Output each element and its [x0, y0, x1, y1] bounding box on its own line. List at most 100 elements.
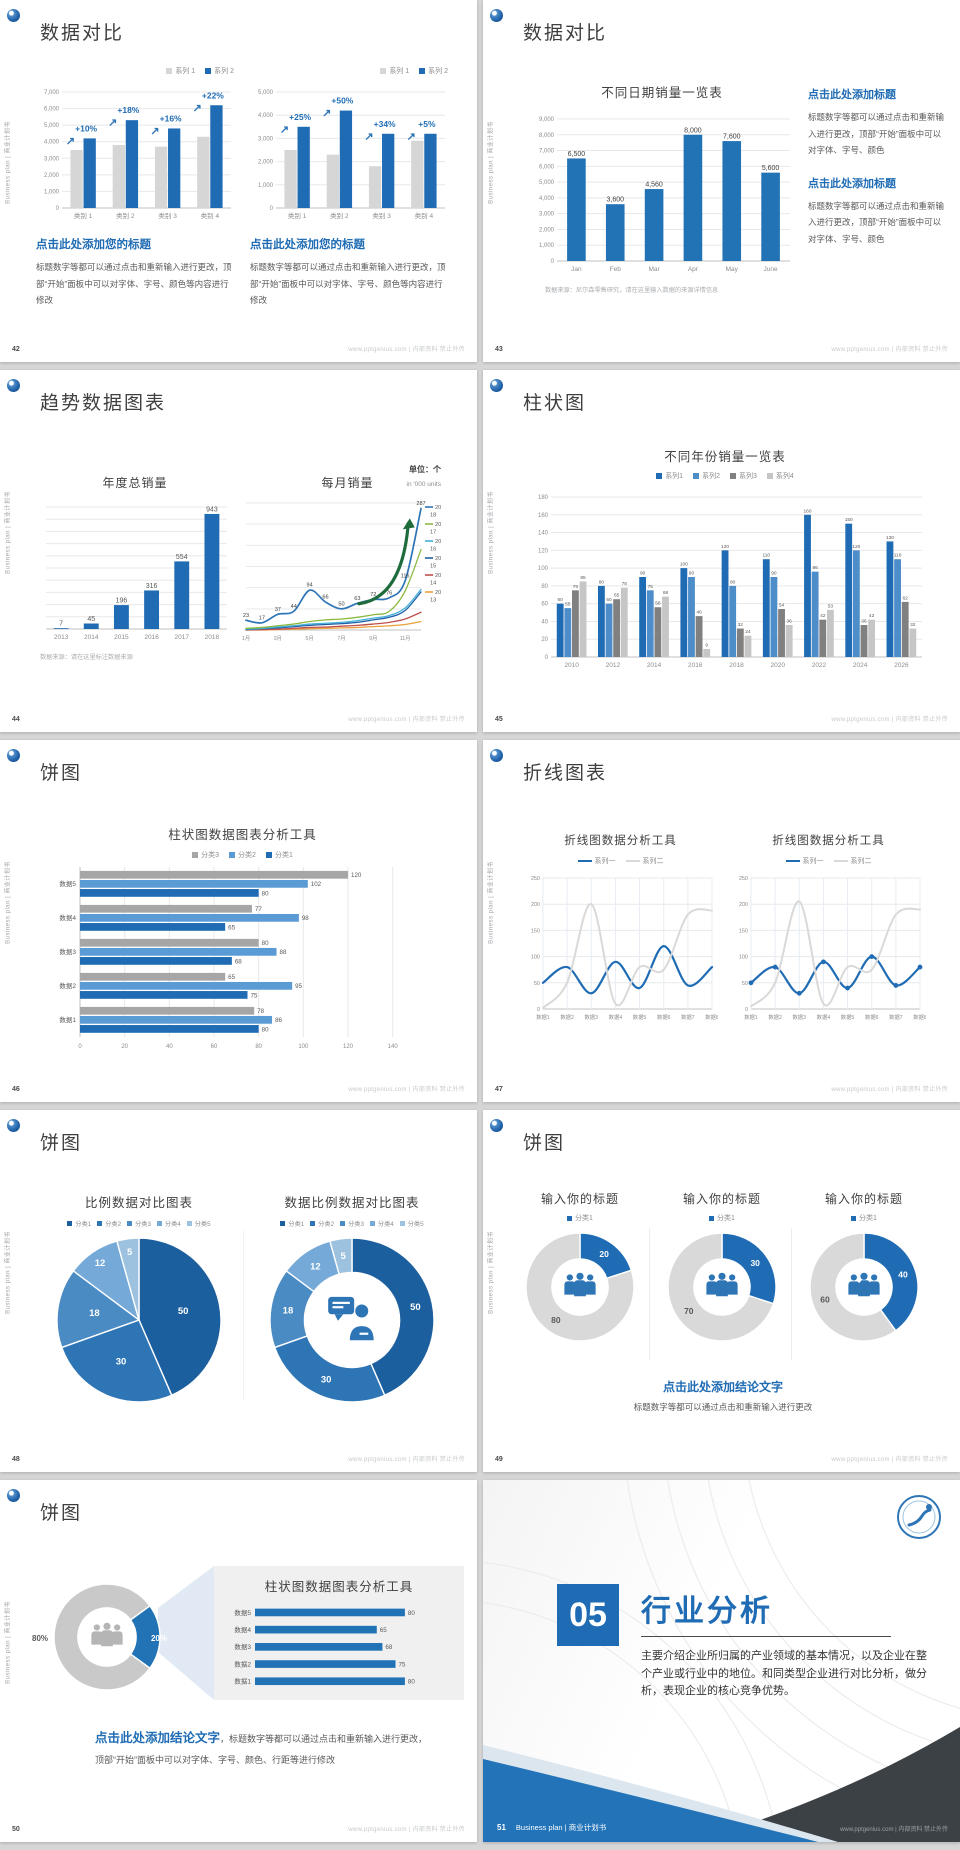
page-number: 43 — [495, 346, 503, 353]
svg-text:2015: 2015 — [114, 634, 129, 641]
slide-44[interactable]: Business plan | 商业计划书 趋势数据图表 单位：个 in '00… — [0, 370, 477, 732]
svg-text:数据6: 数据6 — [865, 1013, 879, 1021]
slide-49[interactable]: Business plan | 商业计划书 饼图 输入你的标题 分类1 20 80 — [483, 1110, 960, 1472]
footer-url: www.pptgenius.com | 内部资料 禁止外传 — [348, 1087, 465, 1093]
divider — [791, 1228, 792, 1360]
legend-label: 系列 1 — [389, 68, 410, 75]
svg-text:62: 62 — [903, 595, 909, 601]
slide-46[interactable]: Business plan | 商业计划书 饼图 柱状图数据图表分析工具 分类3… — [0, 740, 477, 1102]
slide-47[interactable]: Business plan | 商业计划书 折线图表 折线图数据分析工具 系列一… — [483, 740, 960, 1102]
svg-text:120: 120 — [343, 1044, 354, 1050]
legend-label: 分类2 — [105, 1220, 122, 1228]
svg-text:120: 120 — [538, 548, 549, 554]
legend-item: 分类1 — [709, 1213, 735, 1223]
svg-text:2014: 2014 — [84, 634, 99, 641]
svg-text:+25%: +25% — [289, 112, 311, 122]
svg-text:60: 60 — [541, 602, 548, 608]
chart-legend: 分类1 分类2 分类3 分类4 分类5 — [34, 1218, 244, 1228]
svg-text:14: 14 — [430, 581, 436, 587]
svg-text:86: 86 — [275, 1017, 282, 1024]
divider — [649, 1228, 650, 1360]
svg-text:80: 80 — [255, 1044, 262, 1050]
slide-45[interactable]: Business plan | 商业计划书 柱状图 不同年份销量一览表 系列1 … — [483, 370, 960, 732]
page-number: 45 — [495, 716, 503, 723]
chart-block-left: 系列 1 系列 2 0 1,000 2,000 3,000 4,000 5,000 6,00… — [36, 66, 234, 309]
svg-text:68: 68 — [385, 1644, 392, 1651]
brand-logo-icon — [490, 379, 503, 392]
legend-item: 系列 2 — [419, 66, 448, 76]
svg-text:3月: 3月 — [274, 635, 282, 642]
svg-text:90: 90 — [640, 571, 646, 577]
page-number: 42 — [12, 346, 20, 353]
svg-text:数据1: 数据1 — [744, 1013, 758, 1021]
svg-text:类别 2: 类别 2 — [116, 211, 135, 220]
svg-text:46: 46 — [696, 610, 702, 616]
svg-text:72: 72 — [370, 592, 376, 598]
svg-text:数据2: 数据2 — [768, 1013, 782, 1021]
legend-item: 系列 1 — [380, 66, 409, 76]
slide-43[interactable]: Business plan | 商业计划书 数据对比 不同日期销量一览表 0 1,… — [483, 0, 960, 362]
legend-item: 分类1 — [265, 850, 293, 860]
slide-48[interactable]: Business plan | 商业计划书 饼图 比例数据对比图表 分类1 分类… — [0, 1110, 477, 1472]
svg-text:18: 18 — [283, 1305, 294, 1316]
bar-chart: 0 1,000 2,000 3,000 4,000 5,000 6,000 7,000 8,00… — [531, 107, 793, 275]
svg-text:↗: ↗ — [322, 108, 331, 120]
svg-text:75: 75 — [399, 1661, 406, 1668]
legend-label: 系列一 — [802, 858, 824, 865]
people-group-icon — [845, 1272, 883, 1302]
page-number: 44 — [12, 716, 20, 723]
svg-text:2018: 2018 — [205, 634, 220, 641]
svg-text:90: 90 — [689, 571, 695, 577]
svg-text:80: 80 — [262, 1026, 269, 1033]
chart-title: 数据比例数据对比图表 — [284, 1196, 420, 1210]
svg-text:20: 20 — [435, 505, 441, 511]
svg-text:2,000: 2,000 — [44, 173, 60, 179]
cat1-swatch — [265, 852, 272, 858]
brand-logo-icon — [7, 9, 20, 22]
svg-text:June: June — [764, 266, 778, 273]
svg-text:80: 80 — [408, 1679, 415, 1686]
chart-legend: 系列 1 系列 2 — [36, 66, 234, 76]
legend-item: 系列 1 — [166, 66, 195, 76]
svg-text:17: 17 — [430, 530, 436, 536]
legend-item: 分类1 — [851, 1213, 877, 1223]
svg-text:+34%: +34% — [374, 119, 396, 129]
block-heading: 点击此处添加标题 — [808, 177, 896, 190]
svg-text:200: 200 — [739, 902, 748, 908]
svg-text:110: 110 — [762, 553, 770, 559]
page-title: 饼图 — [40, 1133, 83, 1154]
svg-text:287: 287 — [416, 501, 425, 507]
chart-legend: 分类3 分类2 分类1 — [50, 850, 435, 860]
svg-text:数据2: 数据2 — [560, 1013, 574, 1021]
chart-legend: 系列一 系列二 — [523, 856, 718, 866]
donut-block: 80% 20% — [32, 1582, 167, 1692]
legend-item: 分类4 — [369, 1219, 394, 1228]
svg-text:类别 1: 类别 1 — [74, 211, 93, 220]
svg-text:数据4: 数据4 — [234, 1625, 251, 1634]
legend-label: 分类3 — [135, 1220, 151, 1228]
svg-text:1月: 1月 — [242, 635, 250, 642]
chart-title: 不同年份销量一览表 — [664, 450, 786, 464]
svg-text:75: 75 — [573, 584, 579, 590]
svg-text:30: 30 — [116, 1356, 127, 1367]
block-body: 标题数字等都可以通过点击和重新输入进行更改，顶部“开始”面板中可以对字体、字号、… — [808, 200, 945, 244]
brand-logo-icon — [490, 9, 503, 22]
chart-block: 不同日期销量一览表 0 1,000 2,000 3,000 4,000 5,000 6,00… — [531, 82, 793, 294]
svg-text:4,000: 4,000 — [44, 140, 60, 146]
slide-51[interactable]: 05 行业分析 主要介绍企业所归属的产业领域的基本情况，以及企业在整个产业或行业… — [483, 1480, 960, 1842]
svg-text:2010: 2010 — [564, 662, 579, 669]
svg-text:数据5: 数据5 — [59, 879, 76, 888]
svg-text:7月: 7月 — [337, 635, 345, 642]
slide-42[interactable]: Business plan | 商业计划书 数据对比 系列 1 系列 2 0 1,… — [0, 0, 477, 362]
line-chart: 0 50 100 150 200 250 数据1 数据2 数据3 数据4 数据5 数据6 数据7 数据8 — [731, 870, 926, 1022]
svg-text:数据2: 数据2 — [234, 1659, 251, 1668]
svg-text:98: 98 — [302, 915, 309, 922]
svg-text:80: 80 — [262, 890, 269, 897]
svg-text:32: 32 — [910, 622, 916, 628]
svg-text:77: 77 — [255, 906, 262, 913]
svg-text:5,600: 5,600 — [762, 165, 780, 172]
series2-swatch — [205, 68, 212, 74]
conclusion-heading: 点击此处添加结论文字 — [662, 1380, 783, 1394]
slide-50[interactable]: Business plan | 商业计划书 饼图 80% 20% 柱状图数据图表… — [0, 1480, 477, 1842]
pie-block-left: 比例数据对比图表 分类1 分类2 分类3 分类4 分类5 50 30 18 12 5 — [34, 1192, 244, 1404]
